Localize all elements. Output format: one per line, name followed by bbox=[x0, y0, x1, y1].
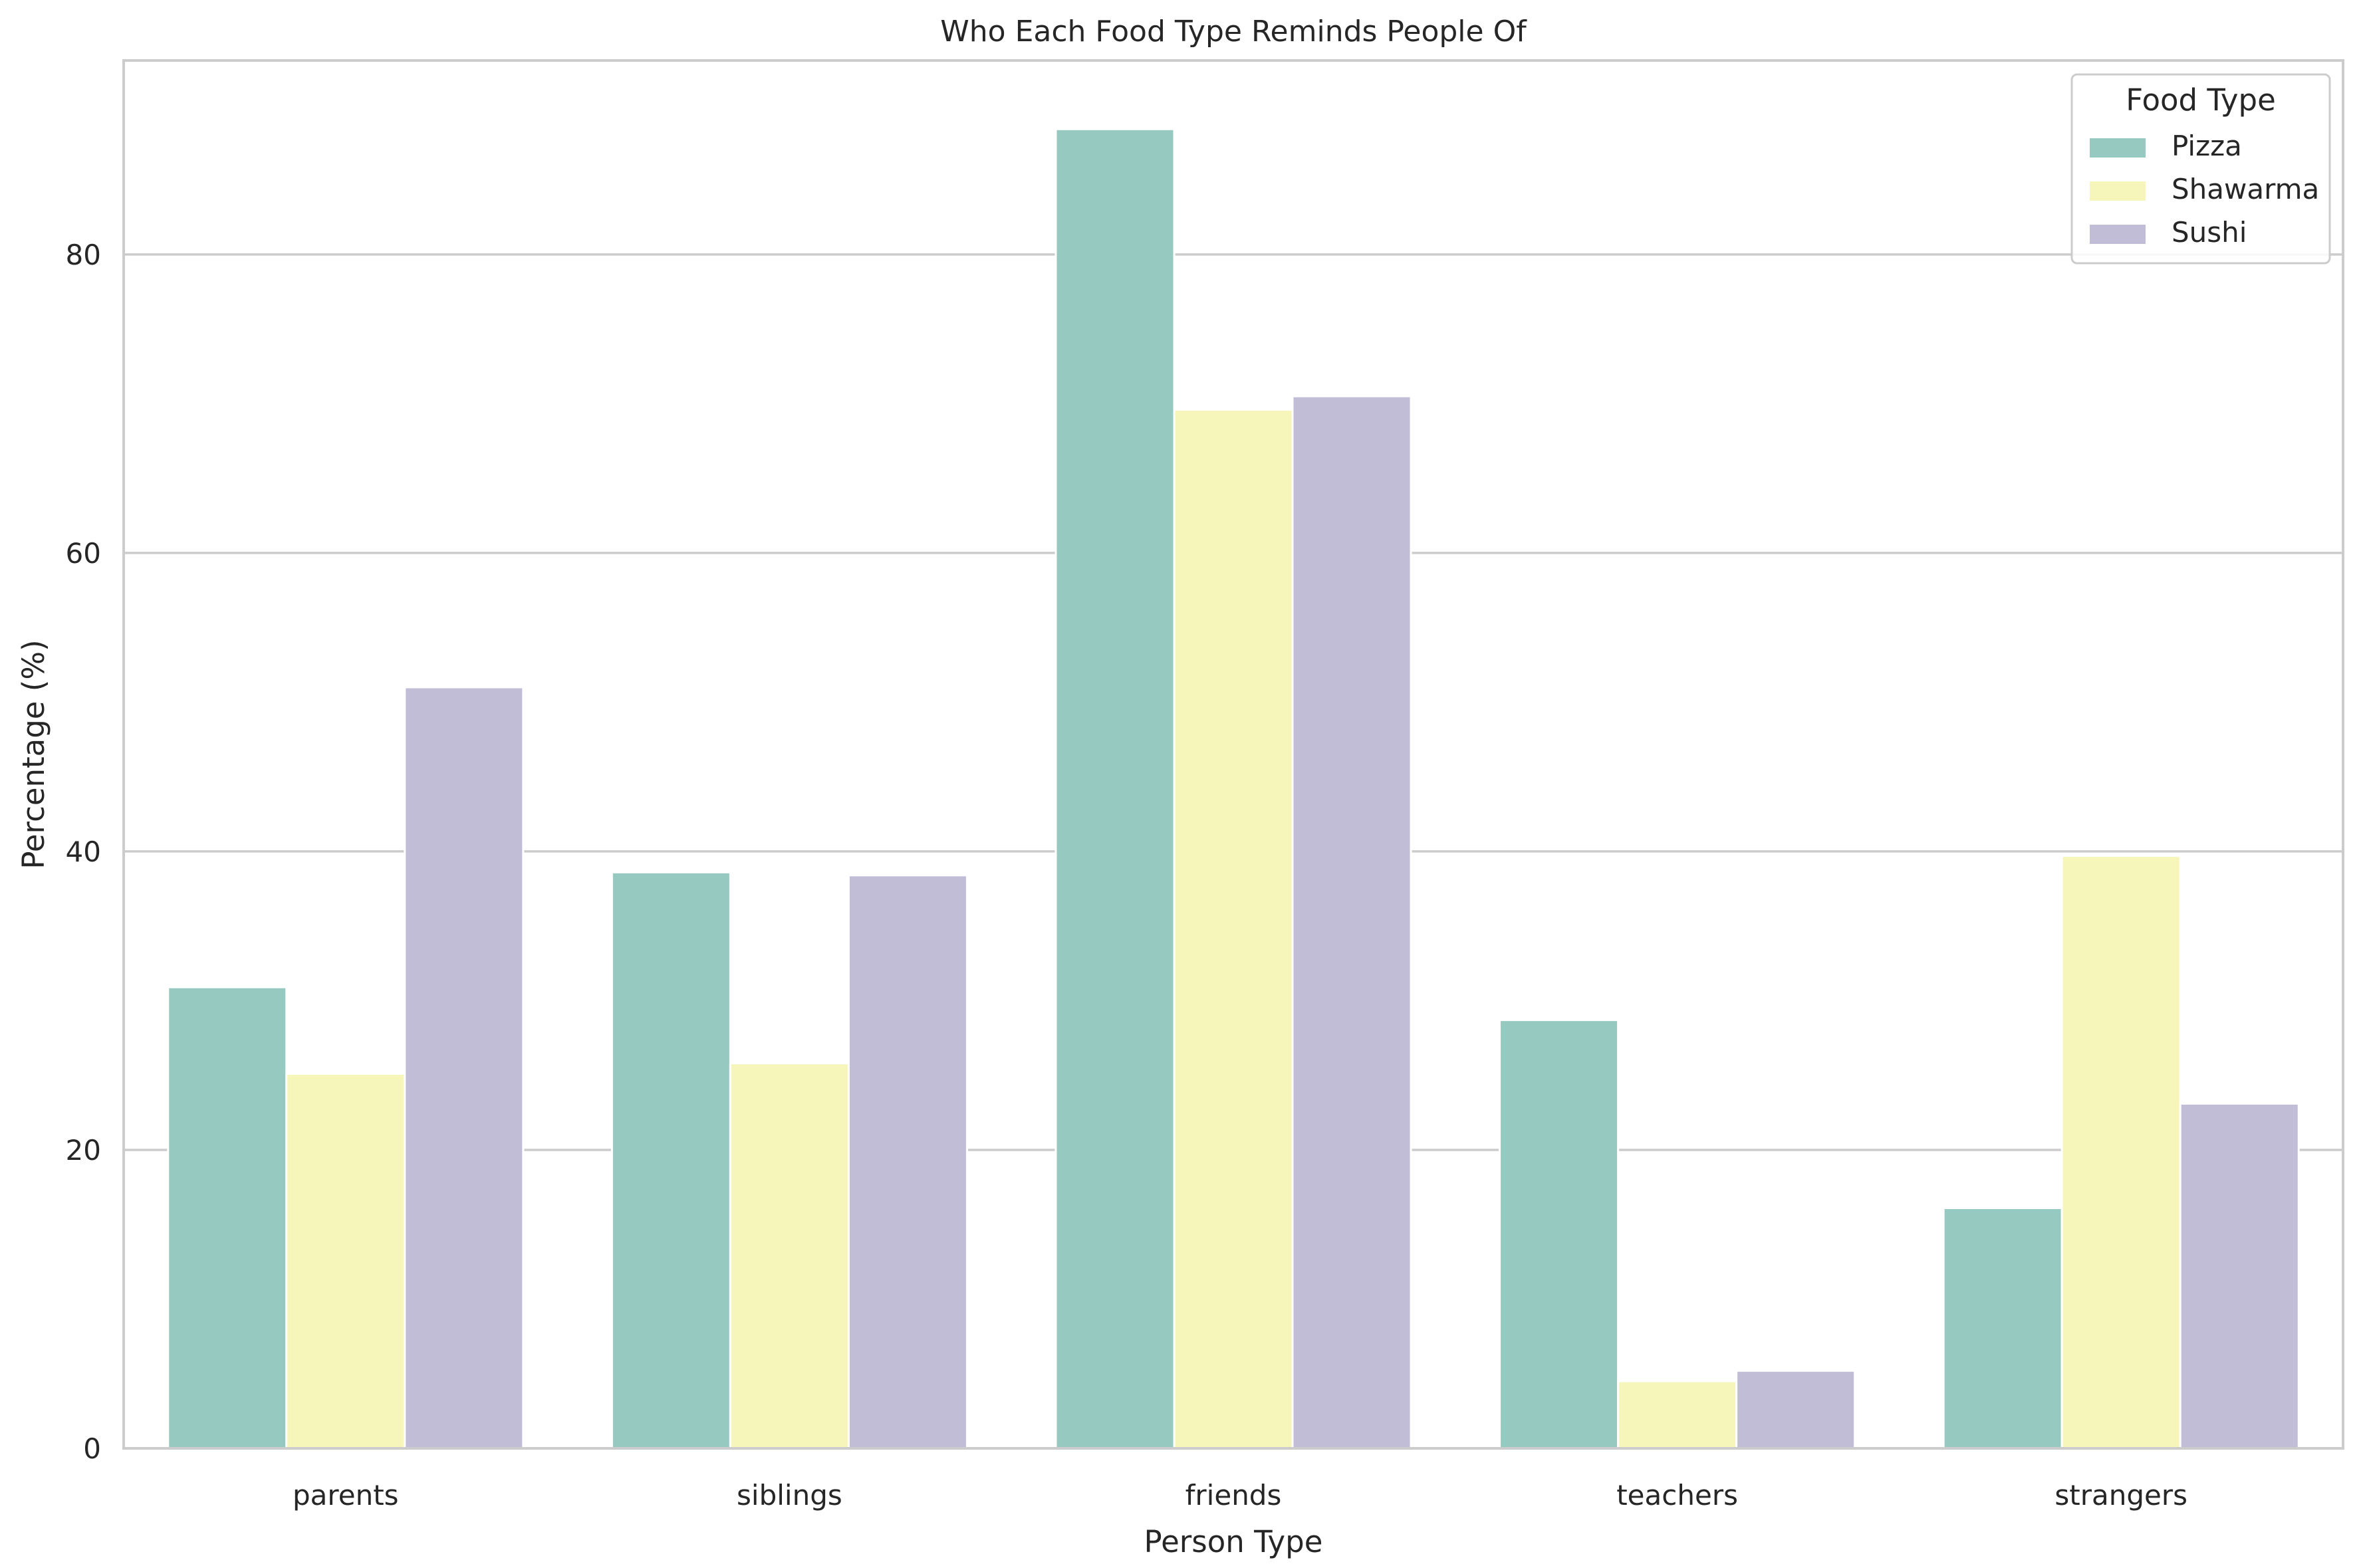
y-tick-label: 0 bbox=[83, 1432, 101, 1465]
bar-shawarma-friends bbox=[1173, 408, 1294, 1450]
bar-pizza-strangers bbox=[1942, 1207, 2063, 1450]
x-tick-label: siblings bbox=[737, 1479, 842, 1512]
legend-swatch-shawarma bbox=[2090, 181, 2146, 201]
bar-sushi-strangers bbox=[2179, 1102, 2300, 1450]
legend-label-pizza: Pizza bbox=[2172, 130, 2242, 162]
y-tick-label: 60 bbox=[66, 537, 101, 570]
y-tick-label: 80 bbox=[66, 239, 101, 271]
chart-title: Who Each Food Type Reminds People Of bbox=[940, 15, 1527, 49]
plot-frame bbox=[122, 59, 2344, 1450]
bar-sushi-friends bbox=[1291, 395, 1412, 1450]
bar-pizza-friends bbox=[1055, 128, 1176, 1450]
bar-pizza-siblings bbox=[610, 871, 731, 1450]
bar-pizza-teachers bbox=[1499, 1019, 1620, 1450]
bar-pizza-parents bbox=[167, 986, 288, 1450]
bar-shawarma-siblings bbox=[729, 1062, 850, 1450]
legend-box bbox=[2070, 73, 2331, 265]
bar-sushi-siblings bbox=[847, 874, 968, 1450]
x-tick-label: parents bbox=[293, 1479, 399, 1512]
bar-shawarma-teachers bbox=[1617, 1380, 1738, 1450]
x-axis-label: Person Type bbox=[1144, 1524, 1323, 1559]
tick-labels: 0 20 40 60 80 parents siblings friends teachers s… bbox=[66, 239, 2187, 1512]
bar-shawarma-parents bbox=[285, 1072, 406, 1450]
bar-sushi-teachers bbox=[1735, 1369, 1856, 1450]
y-tick-label: 20 bbox=[66, 1134, 101, 1167]
bar-sushi-parents bbox=[404, 686, 525, 1450]
legend-label-sushi: Sushi bbox=[2172, 216, 2247, 249]
legend-label-shawarma: Shawarma bbox=[2172, 173, 2319, 205]
y-tick-label: 40 bbox=[66, 836, 101, 868]
legend-items: Pizza Shawarma Sushi bbox=[2090, 130, 2319, 249]
legend-title: Food Type bbox=[2126, 82, 2276, 118]
legend-swatch-sushi bbox=[2090, 225, 2146, 244]
x-tick-label: friends bbox=[1185, 1479, 1282, 1512]
legend: Food Type Pizza Shawarma Sushi bbox=[2070, 73, 2331, 265]
x-tick-label: strangers bbox=[2054, 1479, 2187, 1512]
y-axis-label: Percentage (%) bbox=[16, 639, 51, 869]
x-tick-label: teachers bbox=[1616, 1479, 1738, 1512]
legend-swatch-pizza bbox=[2090, 138, 2146, 158]
bar-shawarma-strangers bbox=[2060, 855, 2181, 1450]
bars bbox=[167, 128, 2300, 1450]
